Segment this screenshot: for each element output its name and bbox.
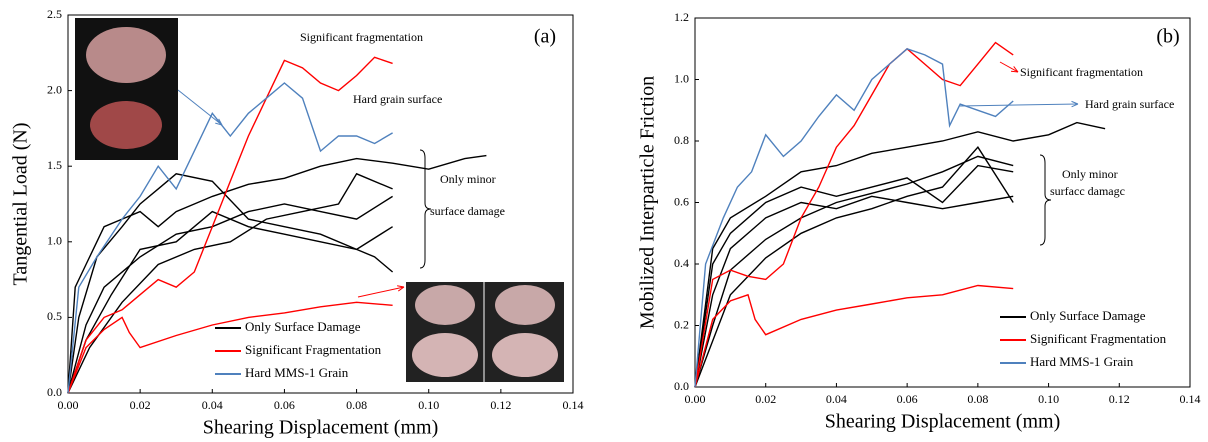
x-tick-label: 0.00 [685,392,706,406]
photo-grain [86,27,166,83]
annotation: Significant fragmentation [300,30,423,44]
x-tick-label: 0.14 [563,398,584,412]
x-tick-label: 0.02 [755,392,776,406]
y-tick-label: 0.4 [674,256,689,270]
annotation: Hard grain surface [353,92,442,106]
y-tick-label: 1.5 [47,158,62,172]
y-tick-label: 1.0 [47,234,62,248]
annotation: Only minor [1062,167,1118,181]
y-tick-label: 2.0 [47,82,62,96]
y-tick-label: 2.5 [47,7,62,21]
panel-label: (b) [1156,26,1179,48]
data-line [694,195,1014,388]
data-line [694,284,1014,388]
y-tick-label: 1.2 [674,10,689,24]
legend-label: Hard MMS-1 Grain [1030,354,1134,369]
annotation: surface damage [430,204,505,218]
data-line [67,210,393,394]
photo-grain [90,101,162,149]
arrow-head [1010,66,1019,73]
annotation: Significant fragmentation [1020,65,1143,79]
x-tick-label: 0.10 [1038,392,1059,406]
y-tick-label: 0.6 [674,194,689,208]
arrow [357,286,405,298]
data-line [694,121,1106,388]
data-line [67,301,393,394]
data-line [67,173,394,394]
y-tick-label: 0.5 [47,309,62,323]
data-line [67,154,487,394]
annotation: Only minor [440,172,496,186]
x-axis-label: Shearing Displacement (mm) [825,411,1061,433]
data-line [694,155,1014,388]
y-tick-label: 0.0 [674,379,689,393]
y-axis-label: Mobilized Interparticle Friction [637,76,659,329]
legend-label: Only Surface Damage [1030,308,1146,323]
y-tick-label: 0.8 [674,133,689,147]
photo-grain [415,285,475,325]
data-line [694,41,1014,388]
x-tick-label: 0.08 [346,398,367,412]
brace [1039,154,1052,246]
arrow [959,103,1079,107]
annotation: Hard grain surface [1085,97,1174,111]
x-tick-label: 0.04 [202,398,223,412]
legend-label: Hard MMS-1 Grain [245,365,349,380]
arrow-head [1071,100,1079,108]
data-line [67,82,393,394]
photo-grain [412,333,478,377]
y-tick-label: 1.0 [674,71,689,85]
data-line [67,56,393,394]
x-tick-label: 0.12 [490,398,511,412]
plot-frame [67,14,574,394]
photo-grain [492,333,558,377]
y-tick-label: 0.0 [47,385,62,399]
x-tick-label: 0.08 [967,392,988,406]
x-tick-label: 0.06 [274,398,295,412]
arrow-head [397,285,405,292]
y-axis-label: Tangential Load (N) [10,123,32,286]
x-tick-label: 0.12 [1109,392,1130,406]
data-line [694,146,1014,388]
y-tick-label: 0.2 [674,317,689,331]
x-tick-label: 0.14 [1180,392,1201,406]
x-tick-label: 0.06 [897,392,918,406]
x-axis-label: Shearing Displacement (mm) [203,417,439,439]
legend-label: Significant Fragmentation [1030,331,1167,346]
x-tick-label: 0.02 [130,398,151,412]
panel-label: (a) [534,26,556,48]
data-line [67,172,393,394]
legend-label: Only Surface Damage [245,319,361,334]
photo-grain [495,285,555,325]
x-tick-label: 0.00 [58,398,79,412]
data-line [694,164,1014,388]
legend-label: Significant Fragmentation [245,342,382,357]
data-line [694,48,1014,388]
data-line [67,195,393,394]
x-tick-label: 0.10 [418,398,439,412]
arrow [177,89,223,126]
arrow-head [215,118,223,126]
arrow [999,61,1019,73]
x-tick-label: 0.04 [826,392,847,406]
brace [419,149,432,269]
annotation: surfacc damagc [1050,184,1125,198]
